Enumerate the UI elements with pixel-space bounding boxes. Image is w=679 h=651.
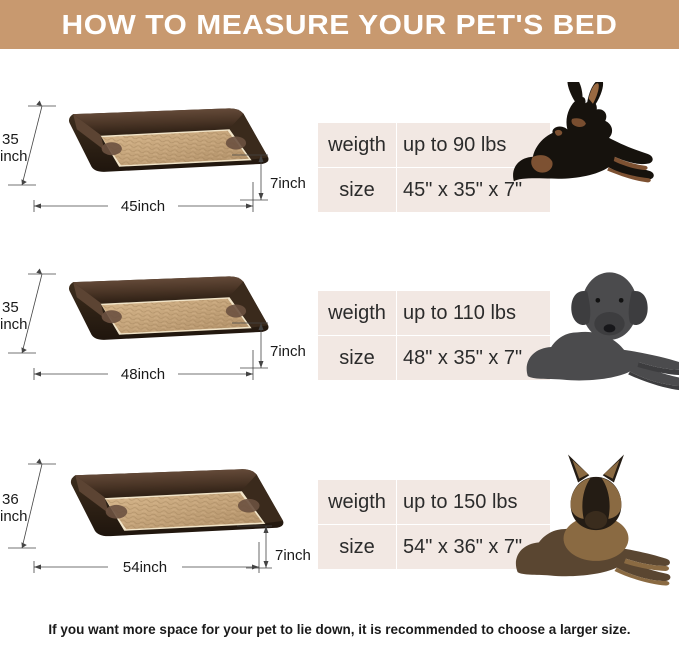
svg-text:7inch: 7inch xyxy=(270,343,306,360)
svg-text:7inch: 7inch xyxy=(275,547,311,564)
svg-text:7inch: 7inch xyxy=(270,175,306,192)
svg-text:36: 36 xyxy=(2,491,19,508)
svg-text:48inch: 48inch xyxy=(121,366,165,383)
svg-text:45inch: 45inch xyxy=(121,198,165,215)
svg-text:35: 35 xyxy=(2,299,19,316)
svg-text:35: 35 xyxy=(2,131,19,148)
svg-text:inch: inch xyxy=(0,508,28,525)
svg-text:54inch: 54inch xyxy=(123,559,167,576)
svg-text:inch: inch xyxy=(0,316,28,333)
svg-text:inch: inch xyxy=(0,148,28,165)
